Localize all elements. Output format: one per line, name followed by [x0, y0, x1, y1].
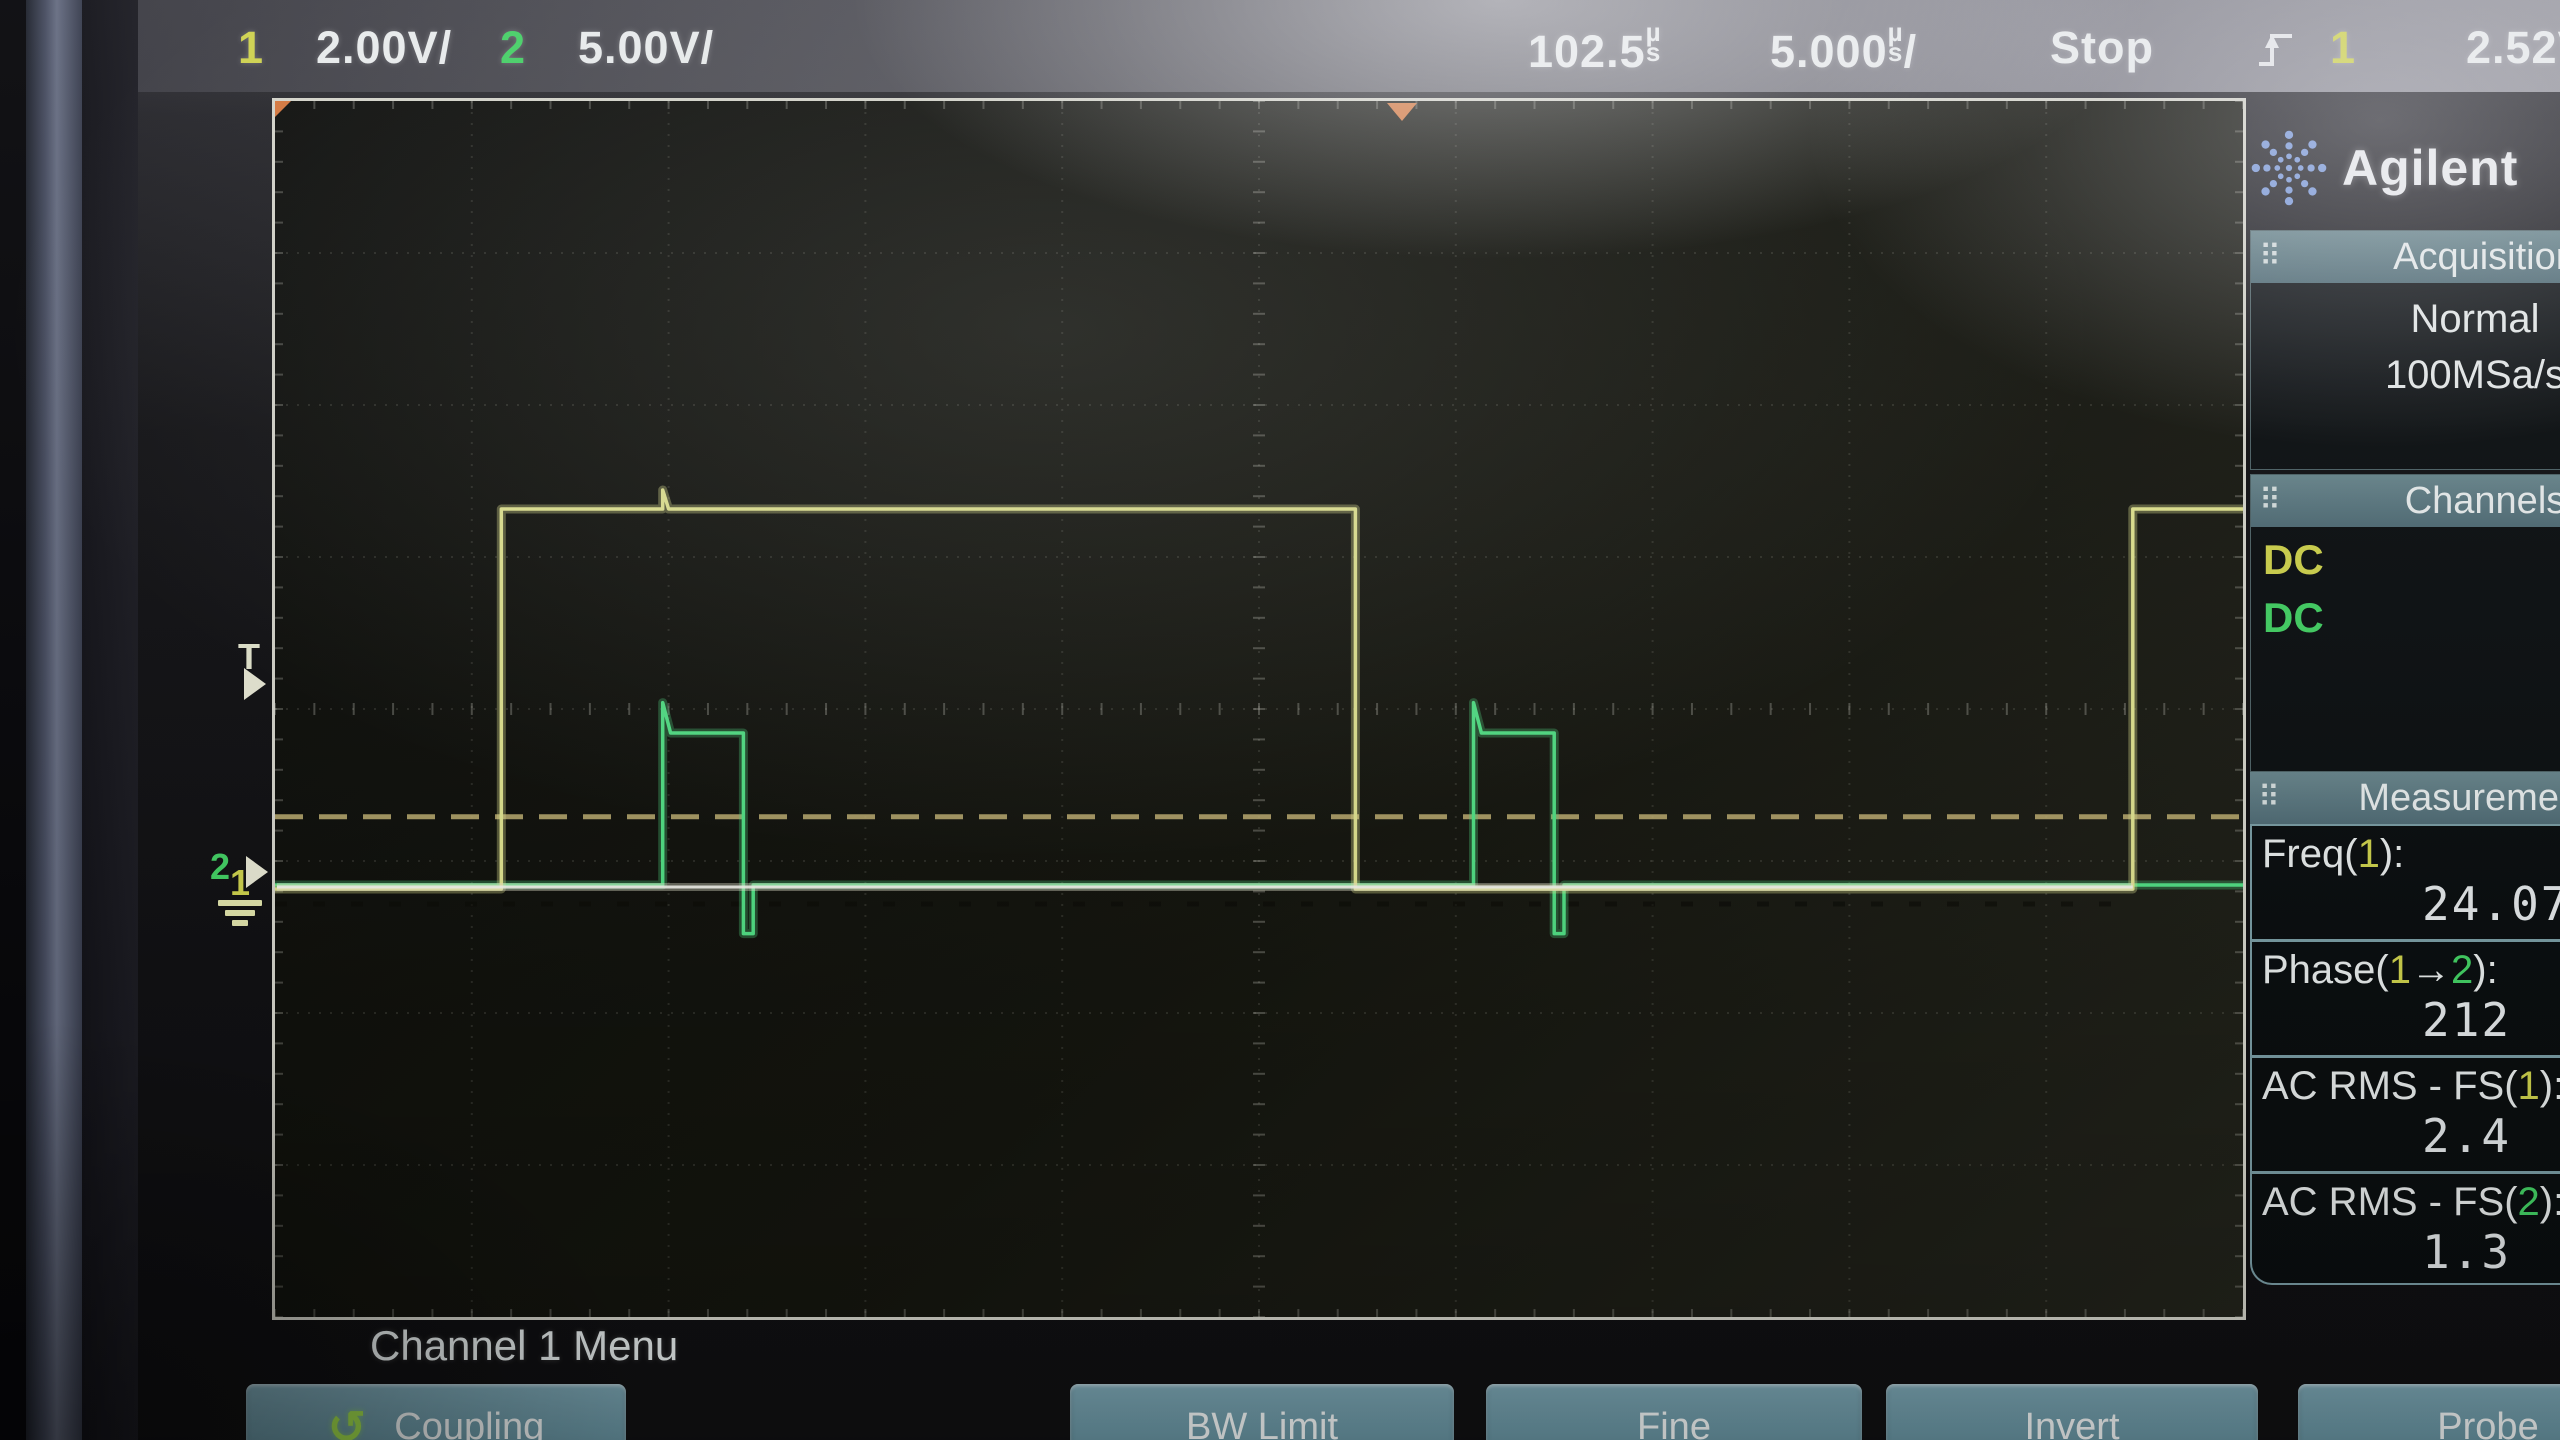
ch2-coupling: DC	[2263, 594, 2324, 641]
ch2-scale: 5.00V/	[578, 22, 715, 73]
acquisition-title: Acquisition	[2393, 235, 2560, 278]
measurement-acrms-1: AC RMS - FS(1): 2.4	[2252, 1058, 2560, 1167]
brand-row: Agilent	[2250, 118, 2560, 218]
channels-title: Channels	[2404, 479, 2560, 522]
softkey-probe[interactable]: Probe	[2298, 1384, 2560, 1440]
measurement-acrms-2: AC RMS - FS(2): 1.3	[2252, 1174, 2560, 1283]
softkey-invert-label: Invert	[2024, 1405, 2120, 1440]
channels-header: ⠿ Channels	[2251, 475, 2560, 527]
ch1-number: 1	[238, 22, 265, 73]
trigger-level: 2.52V	[2466, 22, 2560, 73]
trace-canvas	[275, 101, 2243, 1317]
measurements-title: Measurements	[2358, 776, 2560, 819]
run-state: Stop	[2050, 22, 2154, 73]
measurement-phase-value: 212	[2422, 993, 2512, 1047]
ch2-number: 2	[500, 22, 527, 73]
acquisition-panel: ⠿ Acquisition Normal 100MSa/s	[2250, 230, 2560, 470]
bezel-left-inner	[82, 0, 138, 1440]
measurement-acrms2-value: 1.3	[2422, 1225, 2512, 1279]
measurement-phase: Phase(1→2): 212	[2252, 942, 2560, 1051]
acquisition-mode: Normal	[2410, 297, 2540, 341]
bezel-left-strip	[26, 0, 82, 1440]
channels-panel: ⠿ Channels DC 10 DC 10	[2250, 474, 2560, 772]
measurement-acrms1-value: 2.4	[2422, 1109, 2512, 1163]
measurements-body: Freq(1): 24.073 Phase(1→2): 212 AC RMS -…	[2250, 824, 2560, 1285]
channel-row-1: DC 10	[2251, 531, 2560, 589]
panel-grip-icon: ⠿	[2259, 483, 2281, 518]
measurements-panel: ⠿ Measurements Freq(1): 24.073 Phase(1→2…	[2250, 772, 2560, 1285]
ch2-ground-label: 2	[210, 846, 231, 887]
softkey-coupling[interactable]: ↺ Coupling	[246, 1384, 626, 1440]
bezel-left-edge	[0, 0, 26, 1440]
agilent-logo-icon	[2251, 130, 2327, 206]
brand-name: Agilent	[2342, 140, 2519, 196]
trigger-position-icon	[1387, 103, 1417, 121]
menu-title: Channel 1 Menu	[370, 1322, 679, 1369]
softkey-invert[interactable]: Invert	[1886, 1384, 2258, 1440]
ch1-coupling: DC	[2263, 536, 2324, 583]
measurement-freq: Freq(1): 24.073	[2252, 826, 2560, 935]
sample-rate: 100MSa/s	[2384, 353, 2560, 397]
softkey-fine-label: Fine	[1637, 1405, 1711, 1440]
panel-grip-icon: ⠿	[2258, 780, 2280, 815]
ground-marker-arrow-icon	[246, 856, 268, 888]
ground-symbol-icon	[218, 900, 262, 926]
measurement-freq-value: 24.073	[2422, 877, 2560, 931]
acquisition-header: ⠿ Acquisition	[2251, 231, 2560, 283]
softkey-bw-limit[interactable]: BW Limit	[1070, 1384, 1454, 1440]
rotate-knob-icon: ↺	[327, 1400, 367, 1440]
status-bar: 1 2.00V/ 2 5.00V/ 102.5µ s 5.000µ s/ Stop …	[138, 0, 2560, 92]
channel-row-2: DC 10	[2251, 589, 2560, 647]
softkey-coupling-label: Coupling	[394, 1405, 545, 1440]
delay-offscreen-icon	[275, 101, 291, 117]
delay-readout: 102.5µ s	[1528, 17, 1662, 77]
softkey-fine[interactable]: Fine	[1486, 1384, 1862, 1440]
lcd-screen: 1 2.00V/ 2 5.00V/ 102.5µ s 5.000µ s/ Stop …	[138, 0, 2560, 1440]
softkey-probe-label: Probe	[2437, 1405, 2539, 1440]
ch1-scale: 2.00V/	[316, 22, 453, 73]
panel-grip-icon: ⠿	[2259, 239, 2281, 274]
measurements-header: ⠿ Measurements	[2250, 772, 2560, 824]
trigger-source: 1	[2330, 22, 2357, 73]
trigger-time-arrow-icon	[244, 668, 266, 700]
softkey-bw-limit-label: BW Limit	[1186, 1405, 1338, 1440]
trigger-edge-icon	[2256, 26, 2296, 81]
timebase-readout: 5.000µ s/	[1770, 17, 1918, 77]
waveform-display	[272, 98, 2246, 1320]
